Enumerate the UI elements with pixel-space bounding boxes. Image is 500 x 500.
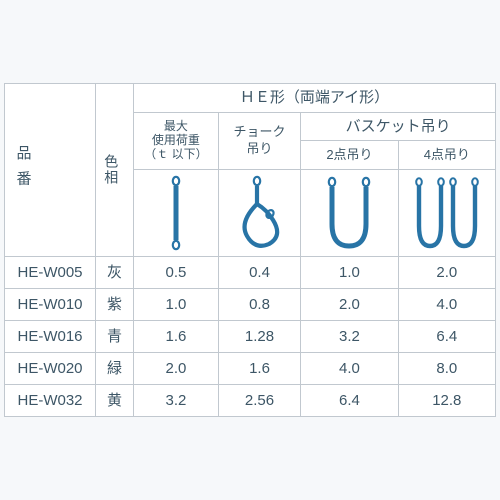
icon-basket-4 xyxy=(398,169,495,256)
group-label: ＨＥ形（両端アイ形） xyxy=(240,89,389,106)
cell-b2: 2.0 xyxy=(301,288,398,320)
col-group: ＨＥ形（両端アイ形） xyxy=(134,84,496,113)
sling-vertical-icon xyxy=(162,174,190,252)
table-row: HE-W005 灰 0.5 0.4 1.0 2.0 xyxy=(5,256,496,288)
cell-choke: 1.6 xyxy=(218,352,301,384)
icon-basket-2 xyxy=(301,169,398,256)
cell-code: HE-W016 xyxy=(5,320,96,352)
col-max-load: 最大 使用荷重 （ｔ 以下） xyxy=(134,112,219,169)
color-label: 色相 xyxy=(98,148,124,192)
cell-choke: 2.56 xyxy=(218,384,301,416)
cell-b4: 2.0 xyxy=(398,256,495,288)
sling-choke-icon xyxy=(233,174,287,252)
cell-max: 3.2 xyxy=(134,384,219,416)
cell-b4: 12.8 xyxy=(398,384,495,416)
cell-code: HE-W020 xyxy=(5,352,96,384)
product-no-label: 品番 xyxy=(7,145,39,196)
choke-l1: チョーク xyxy=(221,124,299,141)
max-load-l3: （ｔ 以下） xyxy=(136,148,216,162)
cell-max: 2.0 xyxy=(134,352,219,384)
cell-b2: 1.0 xyxy=(301,256,398,288)
basket-label: バスケット吊り xyxy=(346,118,451,135)
table-row: HE-W020 緑 2.0 1.6 4.0 8.0 xyxy=(5,352,496,384)
header-row-1: 品番 色相 ＨＥ形（両端アイ形） xyxy=(5,84,496,113)
sling-basket4-icon xyxy=(408,174,486,252)
cell-b4: 8.0 xyxy=(398,352,495,384)
cell-b2: 6.4 xyxy=(301,384,398,416)
cell-b4: 6.4 xyxy=(398,320,495,352)
cell-max: 1.0 xyxy=(134,288,219,320)
cell-color: 黄 xyxy=(96,384,134,416)
col-basket: バスケット吊り xyxy=(301,112,496,141)
max-load-l2: 使用荷重 xyxy=(136,134,216,148)
cell-max: 1.6 xyxy=(134,320,219,352)
basket4-label: 4点吊り xyxy=(424,147,470,162)
basket2-label: 2点吊り xyxy=(326,147,372,162)
cell-color: 灰 xyxy=(96,256,134,288)
max-load-l1: 最大 xyxy=(136,120,216,134)
table-row: HE-W032 黄 3.2 2.56 6.4 12.8 xyxy=(5,384,496,416)
cell-choke: 1.28 xyxy=(218,320,301,352)
cell-max: 0.5 xyxy=(134,256,219,288)
col-product-no: 品番 xyxy=(5,84,96,257)
cell-choke: 0.8 xyxy=(218,288,301,320)
cell-b2: 3.2 xyxy=(301,320,398,352)
col-choke: チョーク 吊り xyxy=(218,112,301,169)
cell-code: HE-W010 xyxy=(5,288,96,320)
cell-color: 青 xyxy=(96,320,134,352)
cell-b4: 4.0 xyxy=(398,288,495,320)
col-basket-2: 2点吊り xyxy=(301,141,398,170)
sling-basket2-icon xyxy=(318,174,380,252)
spec-table: 品番 色相 ＨＥ形（両端アイ形） 最大 使用荷重 （ｔ 以下） チョーク 吊り … xyxy=(4,83,496,417)
table-row: HE-W010 紫 1.0 0.8 2.0 4.0 xyxy=(5,288,496,320)
cell-code: HE-W032 xyxy=(5,384,96,416)
table-row: HE-W016 青 1.6 1.28 3.2 6.4 xyxy=(5,320,496,352)
cell-color: 緑 xyxy=(96,352,134,384)
cell-code: HE-W005 xyxy=(5,256,96,288)
col-color: 色相 xyxy=(96,84,134,257)
icon-choke xyxy=(218,169,301,256)
cell-choke: 0.4 xyxy=(218,256,301,288)
cell-b2: 4.0 xyxy=(301,352,398,384)
col-basket-4: 4点吊り xyxy=(398,141,495,170)
choke-l2: 吊り xyxy=(221,141,299,158)
cell-color: 紫 xyxy=(96,288,134,320)
icon-vertical xyxy=(134,169,219,256)
